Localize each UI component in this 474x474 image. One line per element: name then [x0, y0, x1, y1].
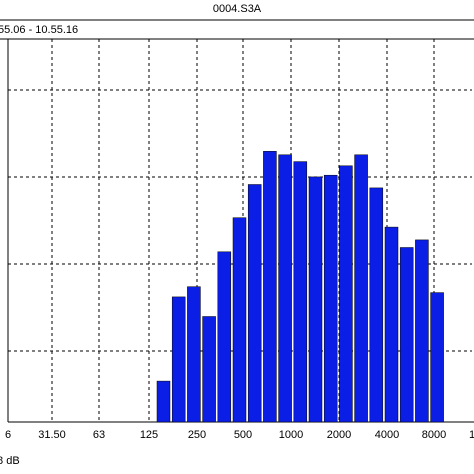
x-tick-label: 6 — [5, 429, 11, 441]
bar-8000 — [415, 239, 429, 423]
bar-2000 — [323, 174, 338, 423]
level-readout: .8 dB — [0, 455, 20, 467]
bar-160 — [156, 380, 171, 423]
bar-5000 — [384, 226, 399, 423]
bar-1250 — [293, 161, 308, 423]
x-tick-label: 250 — [188, 429, 206, 441]
bar-1000 — [278, 154, 292, 423]
x-tick-label: 1000 — [279, 429, 303, 441]
bar-10000 — [430, 292, 444, 423]
bar-630 — [247, 184, 262, 423]
bar-6300 — [399, 247, 414, 423]
bar-250 — [187, 286, 201, 423]
x-tick-label: 1 — [469, 429, 474, 441]
x-tick-label: 4000 — [375, 429, 399, 441]
bar-2500 — [339, 165, 353, 423]
chart-title: 0004.S3A — [212, 3, 262, 15]
title-bar: 0004.S3A — [0, 0, 474, 20]
bar-400 — [217, 251, 232, 423]
x-tick-label: 31.50 — [38, 429, 66, 441]
bar-800 — [263, 151, 277, 423]
time-range-label: 55.06 - 10.55.16 — [0, 24, 79, 36]
x-tick-label: 8000 — [422, 429, 446, 441]
x-tick-label: 125 — [140, 429, 158, 441]
x-tick-label: 2000 — [327, 429, 351, 441]
bar-4000 — [369, 187, 384, 423]
bar-200 — [171, 296, 186, 423]
bar-315 — [202, 316, 216, 423]
bar-500 — [232, 217, 247, 423]
bar-1600 — [308, 176, 323, 423]
x-tick-label: 500 — [234, 429, 252, 441]
x-tick-label: 63 — [93, 429, 105, 441]
bar-3150 — [354, 154, 368, 423]
